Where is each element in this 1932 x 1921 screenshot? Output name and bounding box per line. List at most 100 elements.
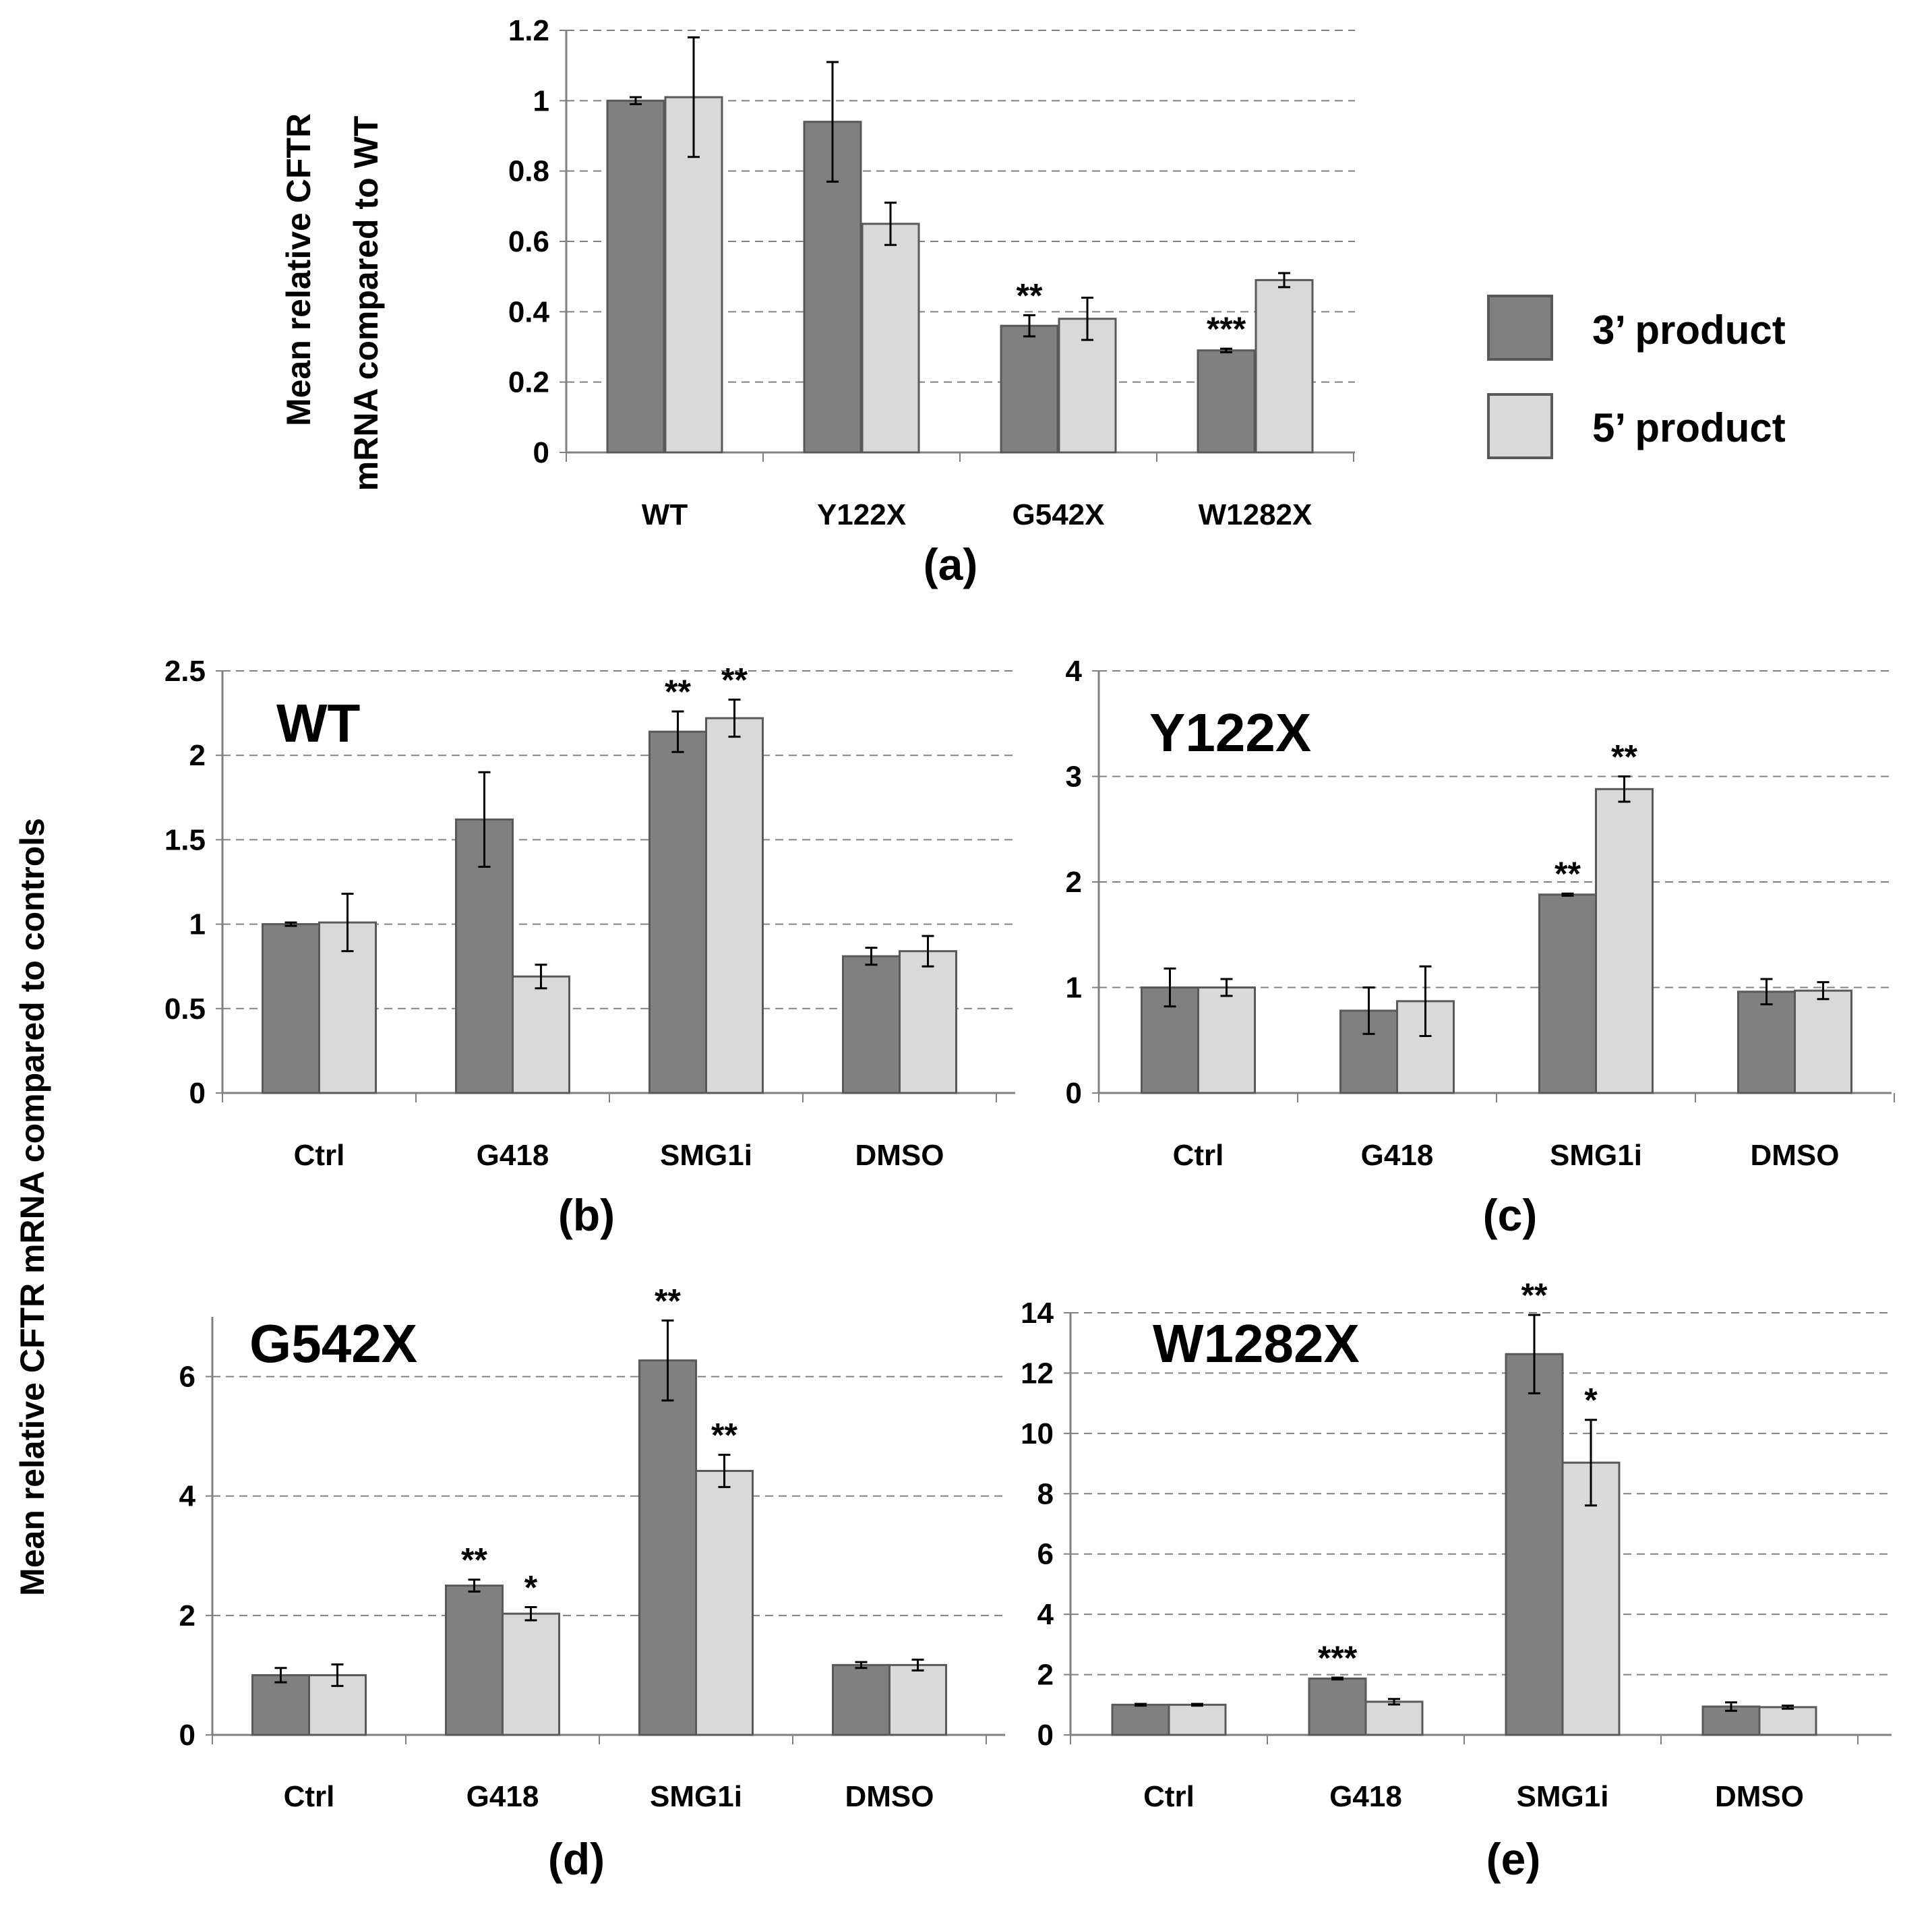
significance-marker: ** — [1611, 738, 1637, 776]
x-category-label: WT — [642, 498, 688, 531]
bar-5prime — [1758, 1706, 1817, 1736]
bar-5prime — [1794, 989, 1852, 1094]
panel-a-ylabel-line2: mRNA compared to WT — [347, 116, 385, 492]
y-tick-label: 1.2 — [508, 14, 549, 47]
x-category-label: W1282X — [1199, 498, 1312, 531]
significance-marker: * — [1584, 1382, 1598, 1419]
significance-marker: ** — [1017, 277, 1043, 315]
x-category-label: G542X — [1013, 498, 1105, 531]
bar-3prime — [1737, 991, 1796, 1094]
y-tick-label: 0 — [533, 436, 549, 469]
significance-marker: ** — [665, 673, 691, 711]
y-tick-label: 0.2 — [508, 366, 549, 399]
bar-5prime — [502, 1612, 560, 1736]
bar-5prime — [695, 1470, 754, 1736]
shared-ylabel: Mean relative CFTR mRNA compared to cont… — [13, 818, 51, 1596]
bar-5prime — [1561, 1461, 1621, 1736]
y-tick-label: 0 — [189, 1077, 206, 1110]
bar-3prime — [1701, 1705, 1761, 1736]
y-tick-label: 6 — [1037, 1538, 1054, 1571]
x-category-label: SMG1i — [1550, 1139, 1642, 1172]
y-tick-label: 1 — [189, 908, 206, 941]
y-tick-label: 10 — [1021, 1417, 1054, 1450]
significance-marker: * — [524, 1568, 538, 1606]
bar-3prime — [262, 923, 320, 1094]
y-tick-label: 0 — [1037, 1719, 1054, 1752]
panel-a-ylabel-line1: Mean relative CFTR — [280, 113, 318, 426]
significance-marker: ** — [721, 661, 748, 699]
bar-3prime — [1308, 1677, 1367, 1736]
bar-3prime — [1111, 1703, 1170, 1736]
x-category-label: DMSO — [845, 1780, 934, 1813]
bar-3prime — [1505, 1353, 1564, 1736]
bar-3prime — [606, 99, 665, 454]
y-tick-label: 0.4 — [508, 295, 550, 328]
significance-marker: ** — [655, 1282, 681, 1320]
bar-5prime — [888, 1663, 947, 1736]
bar-3prime — [832, 1663, 890, 1736]
panel-d-label: (d) — [548, 1834, 605, 1884]
legend-label-3prime: 3’ product — [1592, 307, 1786, 353]
significance-marker: ** — [461, 1541, 487, 1579]
bar-3prime — [1000, 324, 1059, 454]
y-tick-label: 4 — [1066, 655, 1083, 688]
bar-5prime — [1255, 278, 1314, 454]
x-category-label: Ctrl — [294, 1139, 345, 1172]
x-category-label: G418 — [466, 1780, 539, 1813]
x-category-label: DMSO — [855, 1139, 944, 1172]
y-tick-label: 1 — [533, 84, 549, 117]
bar-5prime — [705, 717, 764, 1094]
legend-swatch-3prime — [1487, 295, 1553, 361]
y-tick-label: 1.5 — [164, 823, 206, 856]
chart-a: 0 0.2 0.4 0.6 0.8 1 1.2 WT Y122X ** G542X *** W1282X… — [508, 14, 1355, 589]
y-tick-label: 2.5 — [164, 655, 206, 688]
legend: 3’ product 5’ product — [1487, 295, 1786, 459]
x-category-label: Ctrl — [1143, 1780, 1195, 1813]
y-tick-label: 0 — [1066, 1077, 1082, 1110]
y-tick-label: 2 — [1037, 1659, 1054, 1692]
chart-c: 0 1 2 3 4 Ctrl G418 ** ** SMG1i DMSO Y122X (c) — [1066, 655, 1895, 1240]
x-category-label: SMG1i — [1517, 1780, 1609, 1813]
y-tick-label: 0.5 — [164, 993, 206, 1026]
bar-5prime — [1364, 1701, 1424, 1736]
chart-b: 0 0.5 1 1.5 2 2.5 Ctrl G418 ** ** SMG1i DMSO WT (b) — [164, 655, 1015, 1240]
x-category-label: Y122X — [817, 498, 906, 531]
y-tick-label: 12 — [1021, 1357, 1054, 1390]
y-tick-label: 3 — [1066, 761, 1082, 794]
bar-5prime — [1197, 986, 1256, 1094]
x-category-label: Ctrl — [1173, 1139, 1224, 1172]
x-category-label: G418 — [477, 1139, 549, 1172]
significance-marker: ** — [1554, 855, 1581, 893]
bar-3prime — [842, 955, 901, 1094]
bar-5prime — [899, 950, 957, 1094]
panel-c-label: (c) — [1483, 1190, 1538, 1240]
bar-3prime — [251, 1674, 310, 1736]
x-category-label: G418 — [1361, 1139, 1434, 1172]
y-tick-label: 8 — [1037, 1477, 1054, 1510]
y-tick-label: 14 — [1021, 1297, 1054, 1330]
panel-d-title: G542X — [249, 1313, 417, 1373]
y-tick-label: 0.6 — [508, 225, 549, 258]
bar-5prime — [861, 223, 920, 454]
panel-e-label: (e) — [1486, 1834, 1541, 1884]
panel-a-label: (a) — [924, 539, 978, 589]
x-category-label: G418 — [1329, 1780, 1402, 1813]
bar-3prime — [1538, 893, 1597, 1094]
y-tick-label: 0 — [179, 1719, 195, 1752]
y-tick-label: 4 — [179, 1480, 196, 1513]
y-tick-label: 2 — [189, 739, 206, 772]
x-category-label: DMSO — [1715, 1780, 1804, 1813]
bar-5prime — [1595, 788, 1654, 1094]
significance-marker: *** — [1318, 1639, 1358, 1677]
bar-5prime — [512, 975, 570, 1094]
panel-e-title: W1282X — [1153, 1313, 1360, 1373]
significance-marker: ** — [711, 1417, 737, 1454]
bar-3prime — [638, 1359, 697, 1736]
significance-marker: *** — [1207, 310, 1246, 348]
legend-swatch-5prime — [1487, 393, 1553, 459]
x-category-label: SMG1i — [650, 1780, 742, 1813]
y-tick-label: 2 — [179, 1599, 195, 1632]
